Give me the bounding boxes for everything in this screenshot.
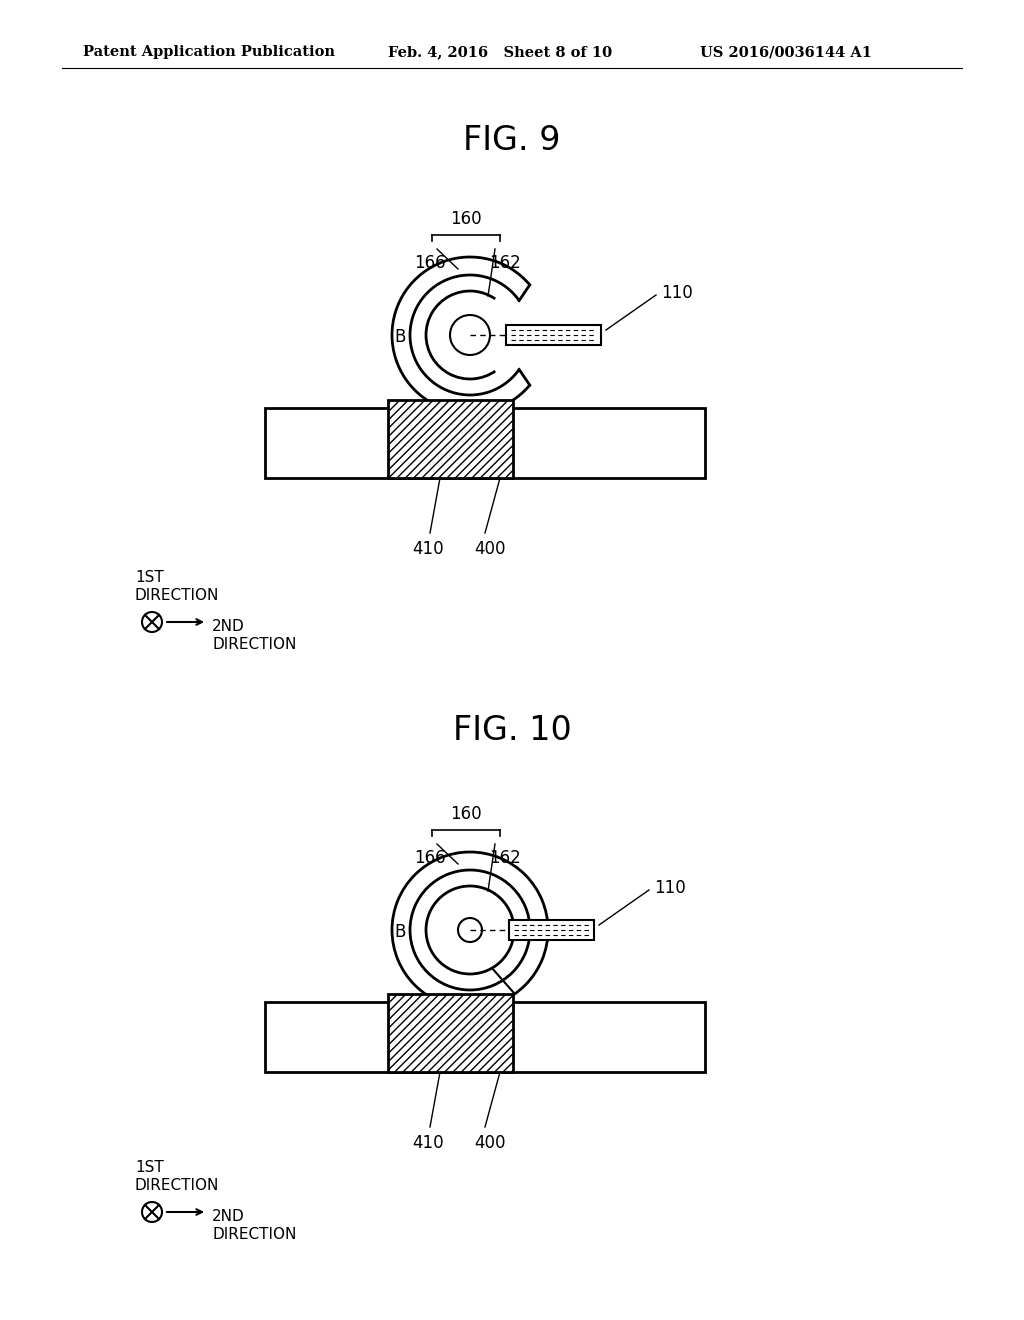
Text: DIRECTION: DIRECTION [135,587,219,603]
Text: DIRECTION: DIRECTION [212,638,296,652]
Text: FIG. 10: FIG. 10 [453,714,571,747]
Text: 410: 410 [413,1134,443,1152]
Text: 166: 166 [414,253,445,272]
Text: US 2016/0036144 A1: US 2016/0036144 A1 [700,45,872,59]
Text: 1ST: 1ST [135,570,164,585]
Text: DIRECTION: DIRECTION [135,1177,219,1193]
Text: 400: 400 [474,540,506,558]
Text: Patent Application Publication: Patent Application Publication [83,45,335,59]
Text: 2ND: 2ND [212,619,245,634]
Text: 160: 160 [451,805,482,822]
Text: B: B [394,923,406,941]
Text: B: B [394,327,406,346]
Text: 400: 400 [474,1134,506,1152]
Bar [388,400,513,478]
Bar [506,325,601,345]
Text: 166: 166 [414,849,445,867]
Text: 2ND: 2ND [212,1209,245,1224]
Text: 162: 162 [489,253,521,272]
Bar [265,1002,705,1072]
Text: Feb. 4, 2016   Sheet 8 of 10: Feb. 4, 2016 Sheet 8 of 10 [388,45,612,59]
Text: 160: 160 [451,210,482,228]
Text: 1ST: 1ST [135,1160,164,1175]
Bar [509,920,594,940]
Text: DIRECTION: DIRECTION [212,1228,296,1242]
Text: 410: 410 [413,540,443,558]
Text: 162: 162 [489,849,521,867]
Bar [388,994,513,1072]
Text: 110: 110 [662,284,693,302]
Text: 110: 110 [654,879,686,898]
Text: FIG. 9: FIG. 9 [463,124,561,157]
Bar [265,408,705,478]
